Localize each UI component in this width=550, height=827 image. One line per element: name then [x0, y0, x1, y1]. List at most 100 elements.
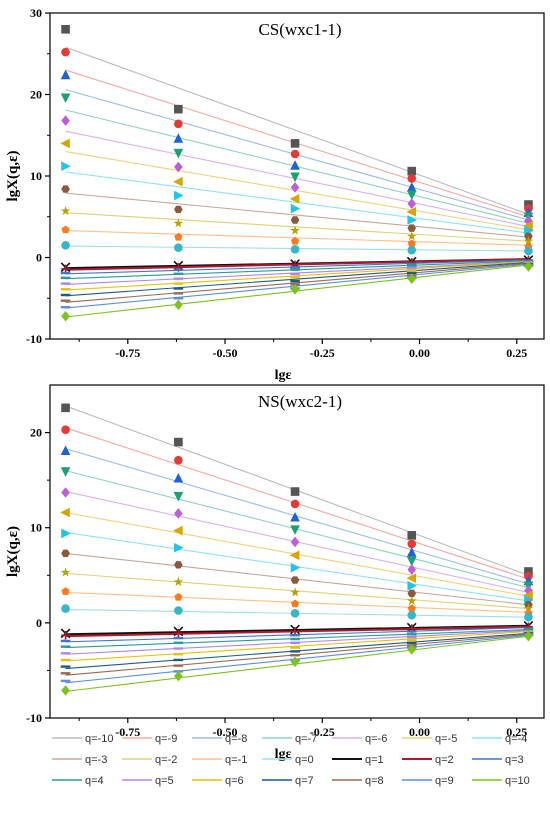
legend-item: q=4 — [52, 775, 104, 787]
data-point-q-10 — [290, 487, 300, 496]
data-point-q0 — [290, 245, 300, 254]
y-tick-label: 30 — [30, 6, 42, 20]
fit-line-q-10 — [65, 46, 529, 215]
data-point-q-3 — [174, 561, 183, 569]
legend-label: q=-10 — [85, 733, 113, 745]
legend-label: q=-9 — [155, 733, 177, 745]
data-point-q-4 — [174, 190, 184, 201]
data-point-q8 — [173, 664, 184, 667]
x-tick-label: 0.25 — [506, 346, 527, 360]
data-point-q2 — [61, 630, 70, 640]
legend-item: q=8 — [332, 775, 384, 787]
y-tick-label: 0 — [36, 616, 42, 630]
data-point-q-6 — [61, 115, 70, 126]
data-point-q10 — [174, 670, 183, 682]
legend-label: q=10 — [505, 775, 530, 787]
data-point-q-6 — [290, 182, 300, 193]
data-point-q10 — [290, 283, 300, 295]
data-point-q7 — [406, 641, 417, 645]
y-axis-label: lgX(q,ε) — [5, 526, 21, 577]
plot-frame — [49, 384, 545, 719]
x-tick-label: 0.25 — [506, 725, 527, 739]
data-point-q-2 — [173, 576, 184, 587]
legend-label: q=5 — [155, 775, 174, 787]
data-point-q-7 — [406, 190, 417, 201]
data-point-q-4 — [61, 161, 71, 172]
data-point-q-9 — [61, 425, 70, 435]
fit-line-q9 — [65, 263, 529, 309]
data-point-q-8 — [406, 547, 417, 557]
chart-panel-ns: -0.75 -0.50 -0.25 0.00 0.25 -10 0 10 20 lgε lgX(q,… — [5, 384, 545, 762]
data-point-q5 — [60, 282, 71, 285]
data-point-q-6 — [407, 564, 417, 575]
data-point-q0 — [61, 604, 70, 613]
data-point-q7 — [173, 658, 184, 662]
data-point-q-1 — [174, 232, 183, 241]
data-point-q3 — [290, 634, 300, 637]
fit-line-q-3 — [65, 192, 529, 238]
data-point-q4 — [173, 641, 184, 645]
legend-item: q=-5 — [402, 733, 457, 745]
data-point-q6 — [60, 288, 71, 291]
data-point-q0 — [407, 610, 417, 620]
data-point-q10 — [407, 644, 417, 655]
data-point-q-7 — [290, 525, 300, 535]
data-point-q-5 — [60, 507, 70, 518]
data-point-q-1 — [407, 239, 416, 248]
legend-item: q=-9 — [122, 733, 177, 745]
data-point-q7 — [290, 650, 300, 653]
data-point-q-2 — [523, 603, 534, 613]
data-point-q3 — [173, 268, 184, 271]
x-tick-label: -0.25 — [310, 725, 335, 739]
fit-line-q8 — [65, 262, 529, 303]
data-point-q4 — [406, 633, 417, 636]
data-point-q8 — [290, 654, 300, 657]
data-point-q-8 — [60, 445, 71, 455]
data-point-q-10 — [407, 531, 417, 540]
data-point-q-2 — [60, 567, 71, 577]
data-point-q-10 — [61, 25, 70, 34]
legend-label: q=-4 — [505, 733, 527, 745]
data-point-q9 — [173, 297, 184, 300]
data-point-q-5 — [406, 573, 417, 583]
legend-label: q=2 — [435, 754, 454, 766]
data-point-q-7 — [60, 93, 71, 104]
data-point-q-6 — [61, 487, 70, 498]
fit-line-q6 — [65, 261, 529, 291]
fit-line-q7 — [65, 261, 529, 297]
legend-label: q=3 — [505, 754, 524, 766]
x-tick-label: -0.25 — [310, 346, 335, 360]
data-point-q-8 — [290, 160, 300, 170]
data-point-q-2 — [406, 231, 417, 241]
x-tick-label: -0.75 — [115, 346, 140, 360]
data-point-q-4 — [290, 203, 301, 214]
y-tick-label: 20 — [30, 88, 42, 102]
x-axis-label: lgε — [275, 368, 292, 383]
data-point-q6 — [290, 275, 300, 279]
data-point-q0 — [174, 606, 183, 615]
data-point-q-4 — [174, 542, 184, 553]
data-point-q-2 — [173, 218, 184, 228]
data-point-q4 — [523, 628, 534, 631]
data-point-q5 — [290, 641, 300, 645]
legend-item: q=6 — [192, 775, 244, 787]
data-point-q3 — [290, 266, 300, 269]
data-point-q-10 — [290, 139, 300, 148]
data-point-q-10 — [407, 166, 417, 176]
data-point-q3 — [60, 639, 71, 643]
data-point-q-1 — [407, 604, 416, 613]
data-point-q4 — [60, 276, 71, 280]
data-point-q0 — [524, 246, 533, 256]
data-point-q-1 — [61, 587, 70, 595]
data-point-q3 — [60, 271, 71, 275]
data-point-q5 — [406, 635, 417, 639]
x-tick-label: -0.50 — [213, 346, 238, 360]
fit-line-q-1 — [65, 230, 529, 246]
data-point-q9 — [60, 679, 71, 683]
data-point-q-9 — [407, 539, 417, 549]
data-point-q-3 — [407, 224, 417, 232]
data-point-q-2 — [406, 595, 417, 606]
data-point-q-3 — [290, 576, 300, 584]
legend-item: q=-2 — [122, 754, 177, 766]
data-point-q10 — [174, 299, 183, 311]
